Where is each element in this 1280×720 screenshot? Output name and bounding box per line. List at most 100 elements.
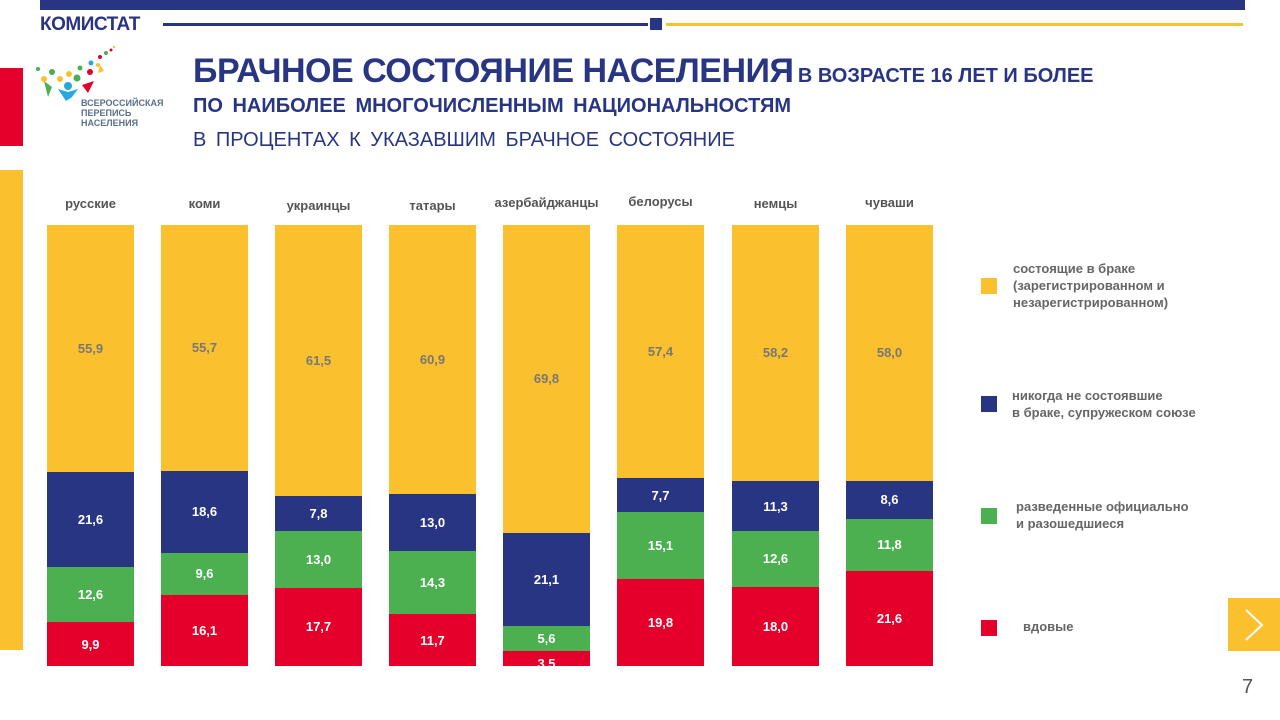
divider xyxy=(666,23,1243,26)
data-label: 9,9 xyxy=(81,636,100,652)
bar-segment: 13,0 xyxy=(389,494,476,552)
bar-segment: 55,7 xyxy=(161,225,248,471)
data-label: 11,3 xyxy=(763,498,788,514)
data-label: 15,1 xyxy=(647,537,674,553)
page-title: БРАЧНОЕ СОСТОЯНИЕ НАСЕЛЕНИЯ В ВОЗРАСТЕ 1… xyxy=(193,52,1094,91)
bar-segment: 12,6 xyxy=(732,531,819,587)
bar-segment: 5,6 xyxy=(503,625,590,651)
bar-segment: 14,3 xyxy=(389,551,476,615)
bar-segment: 21,1 xyxy=(503,532,590,626)
data-label: 12,6 xyxy=(762,551,789,567)
legend-line: в браке, супружеском союзе xyxy=(1012,405,1196,420)
legend-swatch xyxy=(981,620,997,636)
legend-label: вдовые xyxy=(1023,618,1074,635)
data-label: 11,8 xyxy=(877,537,902,553)
title-suffix: В ВОЗРАСТЕ 16 ЛЕТ И БОЛЕЕ xyxy=(797,65,1094,87)
next-slide-button[interactable] xyxy=(1228,598,1280,651)
bar-segment: 61,5 xyxy=(275,225,362,497)
bar-segment: 9,9 xyxy=(47,622,134,666)
data-label: 21,1 xyxy=(533,571,560,587)
data-label: 7,7 xyxy=(651,487,670,503)
side-accent-yellow xyxy=(0,170,23,650)
bar-segment: 11,3 xyxy=(732,481,819,532)
legend-swatch xyxy=(981,396,997,412)
data-label: 69,8 xyxy=(533,371,560,387)
legend-line: разведенные официально xyxy=(1016,499,1189,514)
subtitle: ПО НАИБОЛЕЕ МНОГОЧИСЛЕННЫМ НАЦИОНАЛЬНОСТ… xyxy=(193,95,792,117)
category-label: украинцы xyxy=(286,198,351,213)
bar-segment: 58,2 xyxy=(732,224,819,482)
bar-segment: 9,6 xyxy=(161,552,248,595)
data-label: 18,6 xyxy=(191,504,218,520)
page-number: 7 xyxy=(1242,676,1254,698)
data-label: 9,6 xyxy=(195,566,214,582)
bar-segment: 11,8 xyxy=(846,518,933,571)
data-label: 5,6 xyxy=(537,630,556,646)
category-label: русские xyxy=(65,196,116,211)
data-label: 58,2 xyxy=(762,345,789,361)
category-label: коми xyxy=(188,196,221,211)
category-label: немцы xyxy=(753,196,798,211)
data-label: 60,9 xyxy=(419,352,446,368)
category-label: татары xyxy=(409,198,456,213)
data-label: 55,7 xyxy=(191,340,218,356)
bar-segment: 3,5 xyxy=(503,650,590,671)
data-label: 11,7 xyxy=(420,632,445,648)
bar-segment: 8,6 xyxy=(846,480,933,519)
data-label: 14,3 xyxy=(419,575,446,591)
legend-line: вдовые xyxy=(1023,619,1074,634)
data-label: 21,6 xyxy=(77,511,104,527)
logo-text: ВСЕРОССИЙСКАЯ ПЕРЕПИСЬ НАСЕЛЕНИЯ xyxy=(81,98,163,128)
data-label: 61,5 xyxy=(305,353,332,369)
top-bar xyxy=(40,0,1245,10)
subtitle-units: В ПРОЦЕНТАХ К УКАЗАВШИМ БРАЧНОЕ СОСТОЯНИ… xyxy=(193,129,735,151)
side-accent-red xyxy=(0,68,23,146)
bar-segment: 7,7 xyxy=(617,478,704,513)
data-label: 57,4 xyxy=(647,344,674,360)
data-label: 19,8 xyxy=(647,614,674,630)
logo-line: НАСЕЛЕНИЯ xyxy=(81,118,139,128)
bar-segment: 21,6 xyxy=(846,570,933,666)
divider-square xyxy=(650,18,662,30)
logo-line: ПЕРЕПИСЬ xyxy=(81,108,132,118)
bar-segment: 17,7 xyxy=(275,587,362,666)
logo-line: ВСЕРОССИЙСКАЯ xyxy=(81,98,164,108)
legend-label: никогда не состоявшие в браке, супружеско… xyxy=(1012,387,1196,421)
legend-line: состоящие в браке xyxy=(1013,261,1136,276)
bar-segment: 21,6 xyxy=(47,471,134,567)
legend-label: состоящие в браке (зарегистрированном и не… xyxy=(1013,260,1168,311)
legend-label: разведенные официально и разошедшиеся xyxy=(1016,498,1189,532)
divider xyxy=(163,23,648,26)
data-label: 17,7 xyxy=(305,619,332,635)
legend-swatch xyxy=(981,278,997,294)
data-label: 13,0 xyxy=(419,515,446,531)
bar-segment: 11,7 xyxy=(389,614,476,666)
brand-name: КОМИСТАТ xyxy=(40,14,140,35)
bar-segment: 15,1 xyxy=(617,512,704,579)
bar-segment: 60,9 xyxy=(389,225,476,494)
data-label: 21,6 xyxy=(876,610,903,626)
bar-segment: 19,8 xyxy=(617,578,704,666)
data-label: 3,5 xyxy=(537,655,556,671)
category-label: чуваши xyxy=(865,195,914,210)
data-label: 13,0 xyxy=(305,551,332,567)
category-label: белорусы xyxy=(628,194,693,209)
bar-segment: 12,6 xyxy=(47,566,134,623)
data-label: 58,0 xyxy=(876,345,903,361)
legend-line: незарегистрированном) xyxy=(1013,295,1169,310)
bar-segment: 58,0 xyxy=(846,225,933,481)
legend-swatch xyxy=(981,508,997,524)
legend-line: и разошедшиеся xyxy=(1016,516,1125,531)
bar-segment: 13,0 xyxy=(275,530,362,588)
data-label: 8,6 xyxy=(880,492,899,508)
legend-line: (зарегистрированном и xyxy=(1013,278,1165,293)
census-logo-icon xyxy=(36,45,116,101)
bar-segment: 69,8 xyxy=(503,225,590,533)
bar-segment: 7,8 xyxy=(275,496,362,531)
title-main: БРАЧНОЕ СОСТОЯНИЕ НАСЕЛЕНИЯ xyxy=(193,52,794,90)
category-label: азербайджанцы xyxy=(494,195,599,210)
bar-segment: 55,9 xyxy=(47,225,134,472)
bar-segment: 16,1 xyxy=(161,594,248,666)
data-label: 12,6 xyxy=(77,587,104,603)
bar-segment: 57,4 xyxy=(617,225,704,479)
